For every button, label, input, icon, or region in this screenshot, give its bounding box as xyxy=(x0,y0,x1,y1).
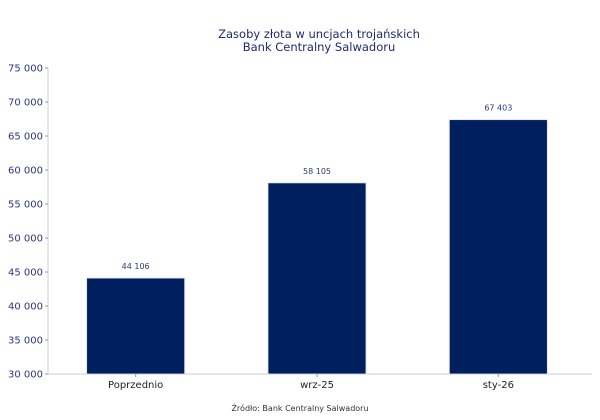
y-tick-label: 45 000 xyxy=(8,268,43,279)
data-label: 58 105 xyxy=(303,167,331,176)
data-label: 67 403 xyxy=(484,104,512,113)
x-tick-label: Poprzednio xyxy=(108,380,163,391)
y-tick-label: 35 000 xyxy=(8,336,43,347)
y-tick-label: 75 000 xyxy=(8,64,43,75)
x-tick-label: sty-26 xyxy=(483,380,514,391)
bar xyxy=(86,277,186,375)
y-tick-label: 50 000 xyxy=(8,234,43,245)
y-tick-label: 40 000 xyxy=(8,302,43,313)
bar xyxy=(267,182,367,375)
y-tick-label: 30 000 xyxy=(8,370,43,381)
y-tick-label: 55 000 xyxy=(8,200,43,211)
bar xyxy=(448,119,548,375)
y-tick-label: 70 000 xyxy=(8,98,43,109)
chart-title: Zasoby złota w uncjach trojańskich xyxy=(218,27,420,41)
data-label: 44 106 xyxy=(122,262,150,271)
y-tick-label: 65 000 xyxy=(8,132,43,143)
source-note: Źródło: Bank Centralny Salwadoru xyxy=(231,402,368,413)
x-tick-label: wrz-25 xyxy=(300,380,334,391)
y-tick-label: 60 000 xyxy=(8,166,43,177)
chart-subtitle: Bank Centralny Salwadoru xyxy=(243,40,396,54)
